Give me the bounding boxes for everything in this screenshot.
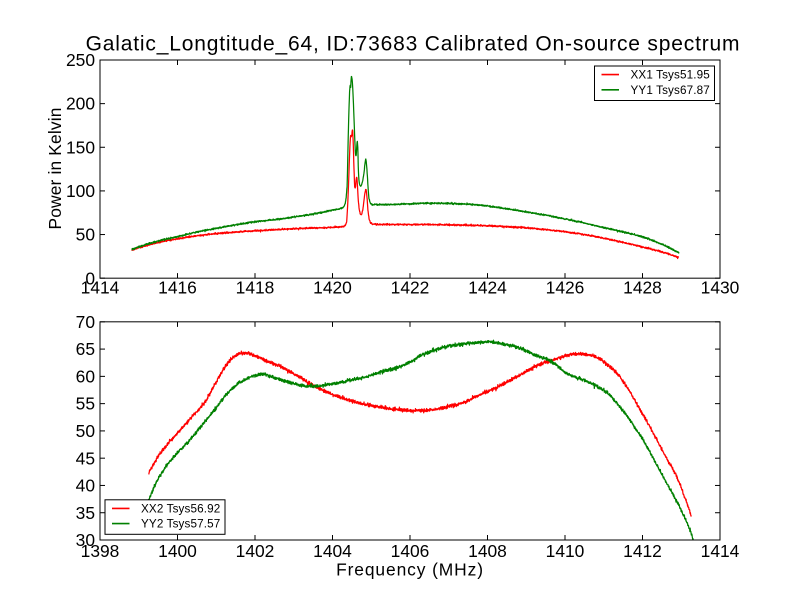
svg-text:100: 100 — [66, 181, 95, 201]
svg-text:55: 55 — [76, 394, 95, 414]
svg-text:1430: 1430 — [701, 278, 740, 298]
svg-text:1420: 1420 — [313, 278, 352, 298]
svg-text:1418: 1418 — [236, 278, 275, 298]
svg-text:1412: 1412 — [623, 541, 662, 561]
svg-text:1404: 1404 — [313, 541, 352, 561]
svg-text:Galatic_Longtitude_64, ID:7368: Galatic_Longtitude_64, ID:73683 Calibrat… — [86, 33, 741, 56]
svg-text:60: 60 — [76, 366, 95, 386]
svg-text:1398: 1398 — [81, 541, 120, 561]
svg-text:50: 50 — [76, 421, 95, 441]
svg-text:0: 0 — [85, 268, 95, 288]
svg-text:1416: 1416 — [158, 278, 197, 298]
svg-text:150: 150 — [66, 137, 95, 157]
svg-text:YY2 Tsys57.57: YY2 Tsys57.57 — [141, 518, 220, 531]
svg-text:65: 65 — [76, 339, 95, 359]
svg-text:70: 70 — [76, 312, 95, 332]
svg-text:50: 50 — [76, 225, 95, 245]
svg-text:1406: 1406 — [391, 541, 430, 561]
svg-text:1400: 1400 — [158, 541, 197, 561]
svg-text:1408: 1408 — [468, 541, 507, 561]
svg-text:45: 45 — [76, 448, 95, 468]
svg-text:1426: 1426 — [546, 278, 585, 298]
svg-text:Power in Kelvin: Power in Kelvin — [45, 107, 65, 229]
svg-text:200: 200 — [66, 94, 95, 114]
svg-text:40: 40 — [76, 476, 95, 496]
svg-text:35: 35 — [76, 503, 95, 523]
svg-text:1410: 1410 — [546, 541, 585, 561]
svg-text:1402: 1402 — [236, 541, 275, 561]
svg-text:1428: 1428 — [623, 278, 662, 298]
svg-text:1424: 1424 — [468, 278, 507, 298]
svg-text:XX1 Tsys51.95: XX1 Tsys51.95 — [631, 69, 711, 82]
svg-text:XX2 Tsys56.92: XX2 Tsys56.92 — [141, 503, 220, 516]
svg-text:1414: 1414 — [701, 541, 740, 561]
svg-text:YY1 Tsys67.87: YY1 Tsys67.87 — [631, 84, 710, 97]
svg-text:Frequency (MHz): Frequency (MHz) — [336, 560, 484, 580]
svg-text:250: 250 — [66, 50, 95, 70]
svg-text:30: 30 — [76, 530, 95, 550]
svg-text:1422: 1422 — [391, 278, 430, 298]
svg-text:1414: 1414 — [81, 278, 120, 298]
